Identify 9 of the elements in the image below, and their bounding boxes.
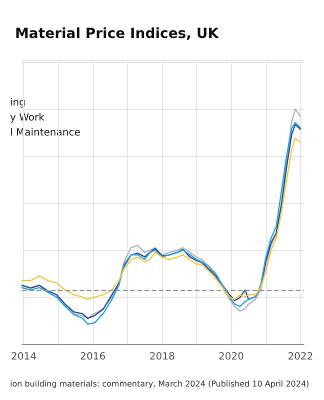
x-tick-label: 2014 — [10, 352, 36, 362]
x-tick-label: 2018 — [149, 352, 175, 362]
chart-title: Material Price Indices, UK — [15, 26, 220, 42]
annotation: l Maintenance — [10, 128, 80, 138]
x-tick-label: 2022 — [288, 352, 314, 362]
x-tick-label: 2020 — [218, 352, 244, 362]
x-tick-label: 2016 — [80, 352, 106, 362]
text: ion building materials: commentary, March 2024 (Published 10 April 2024) — [10, 380, 310, 388]
annotation: y Work — [10, 112, 45, 124]
